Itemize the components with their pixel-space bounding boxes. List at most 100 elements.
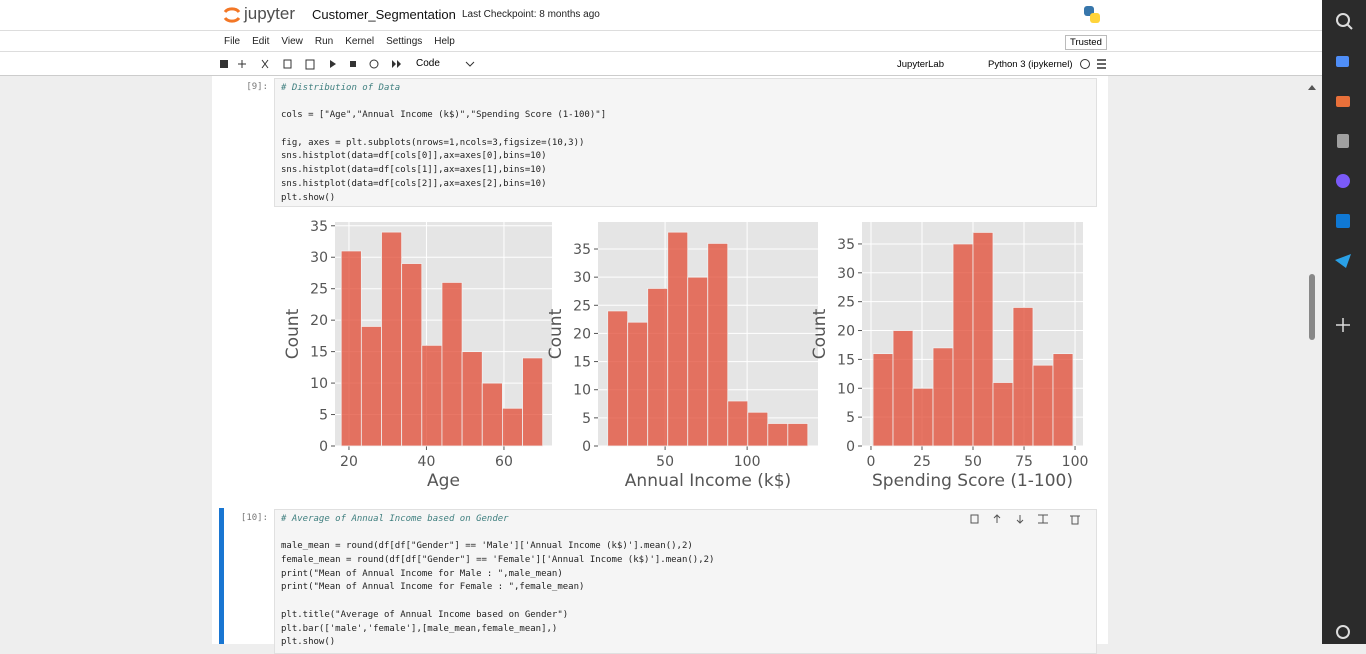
code-cell[interactable]: # Average of Annual Income based on Gend… xyxy=(274,509,1097,654)
x-tick-label: 100 xyxy=(1062,454,1089,470)
y-tick-label: 10 xyxy=(837,381,855,397)
x-tick-label: 60 xyxy=(495,454,513,470)
histogram-bar xyxy=(787,423,809,447)
cell-prompt: [9]: xyxy=(246,82,268,92)
y-tick-label: 10 xyxy=(310,376,328,392)
y-tick-label: 25 xyxy=(310,282,328,298)
scrollbar[interactable] xyxy=(1305,78,1319,644)
y-tick-label: 5 xyxy=(319,408,328,424)
menu-item[interactable]: Settings xyxy=(386,35,423,47)
y-tick-label: 20 xyxy=(310,313,328,329)
y-tick-label: 15 xyxy=(573,355,591,371)
x-tick-label: 50 xyxy=(656,454,674,470)
histogram-bar xyxy=(727,400,749,447)
cell-prompt: [10]: xyxy=(240,513,268,523)
code-line: sns.histplot(data=df[cols[1]],ax=axes[1]… xyxy=(281,165,547,176)
jupyterlab-link[interactable]: JupyterLab xyxy=(897,59,945,70)
y-axis-label: Count xyxy=(546,308,566,359)
histogram-bar xyxy=(360,326,382,447)
histogram-bar xyxy=(461,351,483,447)
histogram-bar xyxy=(421,344,443,447)
code-line: female_mean = round(df[df["Gender"] == '… xyxy=(281,555,715,566)
code-line: male_mean = round(df[df["Gender"] == 'Ma… xyxy=(281,541,693,552)
histogram-bar xyxy=(952,243,974,447)
histogram-bar xyxy=(972,231,994,447)
logo-text[interactable]: jupyter xyxy=(244,4,296,23)
code-block: cols = ["Age","Annual Income (k$)","Spen… xyxy=(281,109,1090,123)
x-axis-label: Age xyxy=(427,471,460,491)
cell-type-dropdown[interactable]: Code xyxy=(416,58,440,69)
y-tick-label: 20 xyxy=(837,324,855,340)
code-block: fig, axes = plt.subplots(nrows=1,ncols=3… xyxy=(281,137,1090,205)
y-tick-label: 30 xyxy=(837,266,855,282)
histogram-bar xyxy=(1012,307,1034,447)
histogram-bar xyxy=(667,231,689,447)
histogram-bar xyxy=(522,357,544,447)
x-tick-label: 25 xyxy=(913,454,931,470)
code-cell[interactable]: # Distribution of Data cols = ["Age","Ann… xyxy=(274,78,1097,207)
code-line: sns.histplot(data=df[cols[0]],ax=axes[0]… xyxy=(281,151,547,162)
x-tick-label: 50 xyxy=(964,454,982,470)
histogram-bar xyxy=(932,347,954,447)
code-block: # Distribution of Data xyxy=(281,82,1090,96)
menu-item[interactable]: File xyxy=(224,35,241,47)
header: jupyter Customer_Segmentation Last Check… xyxy=(0,0,1322,31)
code-line: # Distribution of Data xyxy=(281,83,401,93)
histogram-bar xyxy=(687,276,709,447)
y-tick-label: 15 xyxy=(310,345,328,361)
dropdown-arrow xyxy=(465,61,475,67)
code-line: plt.show() xyxy=(281,192,336,203)
menu-item[interactable]: View xyxy=(281,35,303,47)
x-tick-label: 20 xyxy=(340,454,358,470)
code-block: male_mean = round(df[df["Gender"] == 'Ma… xyxy=(281,540,1090,595)
histogram-bar xyxy=(1052,353,1074,447)
y-tick-label: 5 xyxy=(846,410,855,426)
notebook-name[interactable]: Customer_Segmentation xyxy=(312,7,456,22)
code-line: print("Mean of Annual Income for Female … xyxy=(281,582,585,593)
code-block: # Average of Annual Income based on Gend… xyxy=(281,513,1090,527)
histogram-bar xyxy=(401,263,423,447)
y-tick-label: 20 xyxy=(573,326,591,342)
y-tick-label: 0 xyxy=(846,439,855,455)
y-tick-label: 30 xyxy=(573,270,591,286)
histogram-bar xyxy=(627,321,649,447)
x-axis-label: Annual Income (k$) xyxy=(625,471,791,491)
code-line: plt.show() xyxy=(281,637,336,648)
code-line: # Average of Annual Income based on Gend… xyxy=(281,514,509,524)
menu-item[interactable]: Run xyxy=(314,35,334,47)
code-line: plt.bar(['male','female'],[male_mean,fem… xyxy=(281,623,558,634)
x-tick-label: 0 xyxy=(867,454,876,470)
x-tick-label: 40 xyxy=(418,454,436,470)
code-line: print("Mean of Annual Income for Male : … xyxy=(281,568,563,579)
sidebar-icons[interactable] xyxy=(1322,0,1366,644)
y-tick-label: 35 xyxy=(837,237,855,253)
menu-item[interactable]: Kernel xyxy=(345,35,375,47)
jupyter-logo-icon xyxy=(223,7,241,23)
active-cell-marker xyxy=(219,508,224,644)
trusted-badge[interactable]: Trusted xyxy=(1065,35,1107,50)
kernel-status-icons xyxy=(1080,59,1106,69)
cell-toolbar[interactable] xyxy=(968,512,1094,526)
histogram-bar xyxy=(992,382,1014,447)
x-tick-label: 100 xyxy=(734,454,761,470)
y-tick-label: 10 xyxy=(573,383,591,399)
histogram-bar xyxy=(892,330,914,447)
code-line: cols = ["Age","Annual Income (k$)","Spen… xyxy=(281,110,607,121)
histogram-bar xyxy=(340,250,362,447)
y-tick-label: 25 xyxy=(837,295,855,311)
y-tick-label: 25 xyxy=(573,298,591,314)
y-axis-label: Count xyxy=(283,308,303,359)
histogram-bar xyxy=(607,310,629,447)
toolbar-icons[interactable] xyxy=(218,56,408,72)
y-tick-label: 0 xyxy=(319,439,328,455)
menu-item[interactable]: Help xyxy=(434,35,455,47)
histogram-bar xyxy=(747,411,769,447)
histogram-bar xyxy=(501,407,523,447)
histogram-bar xyxy=(481,382,503,447)
code-line: plt.title("Average of Annual Income base… xyxy=(281,609,569,620)
y-tick-label: 5 xyxy=(582,411,591,427)
browser-sidebar xyxy=(1322,0,1366,644)
x-tick-label: 75 xyxy=(1015,454,1033,470)
menu-item[interactable]: Edit xyxy=(252,35,270,47)
kernel-name[interactable]: Python 3 (ipykernel) xyxy=(988,59,1073,70)
